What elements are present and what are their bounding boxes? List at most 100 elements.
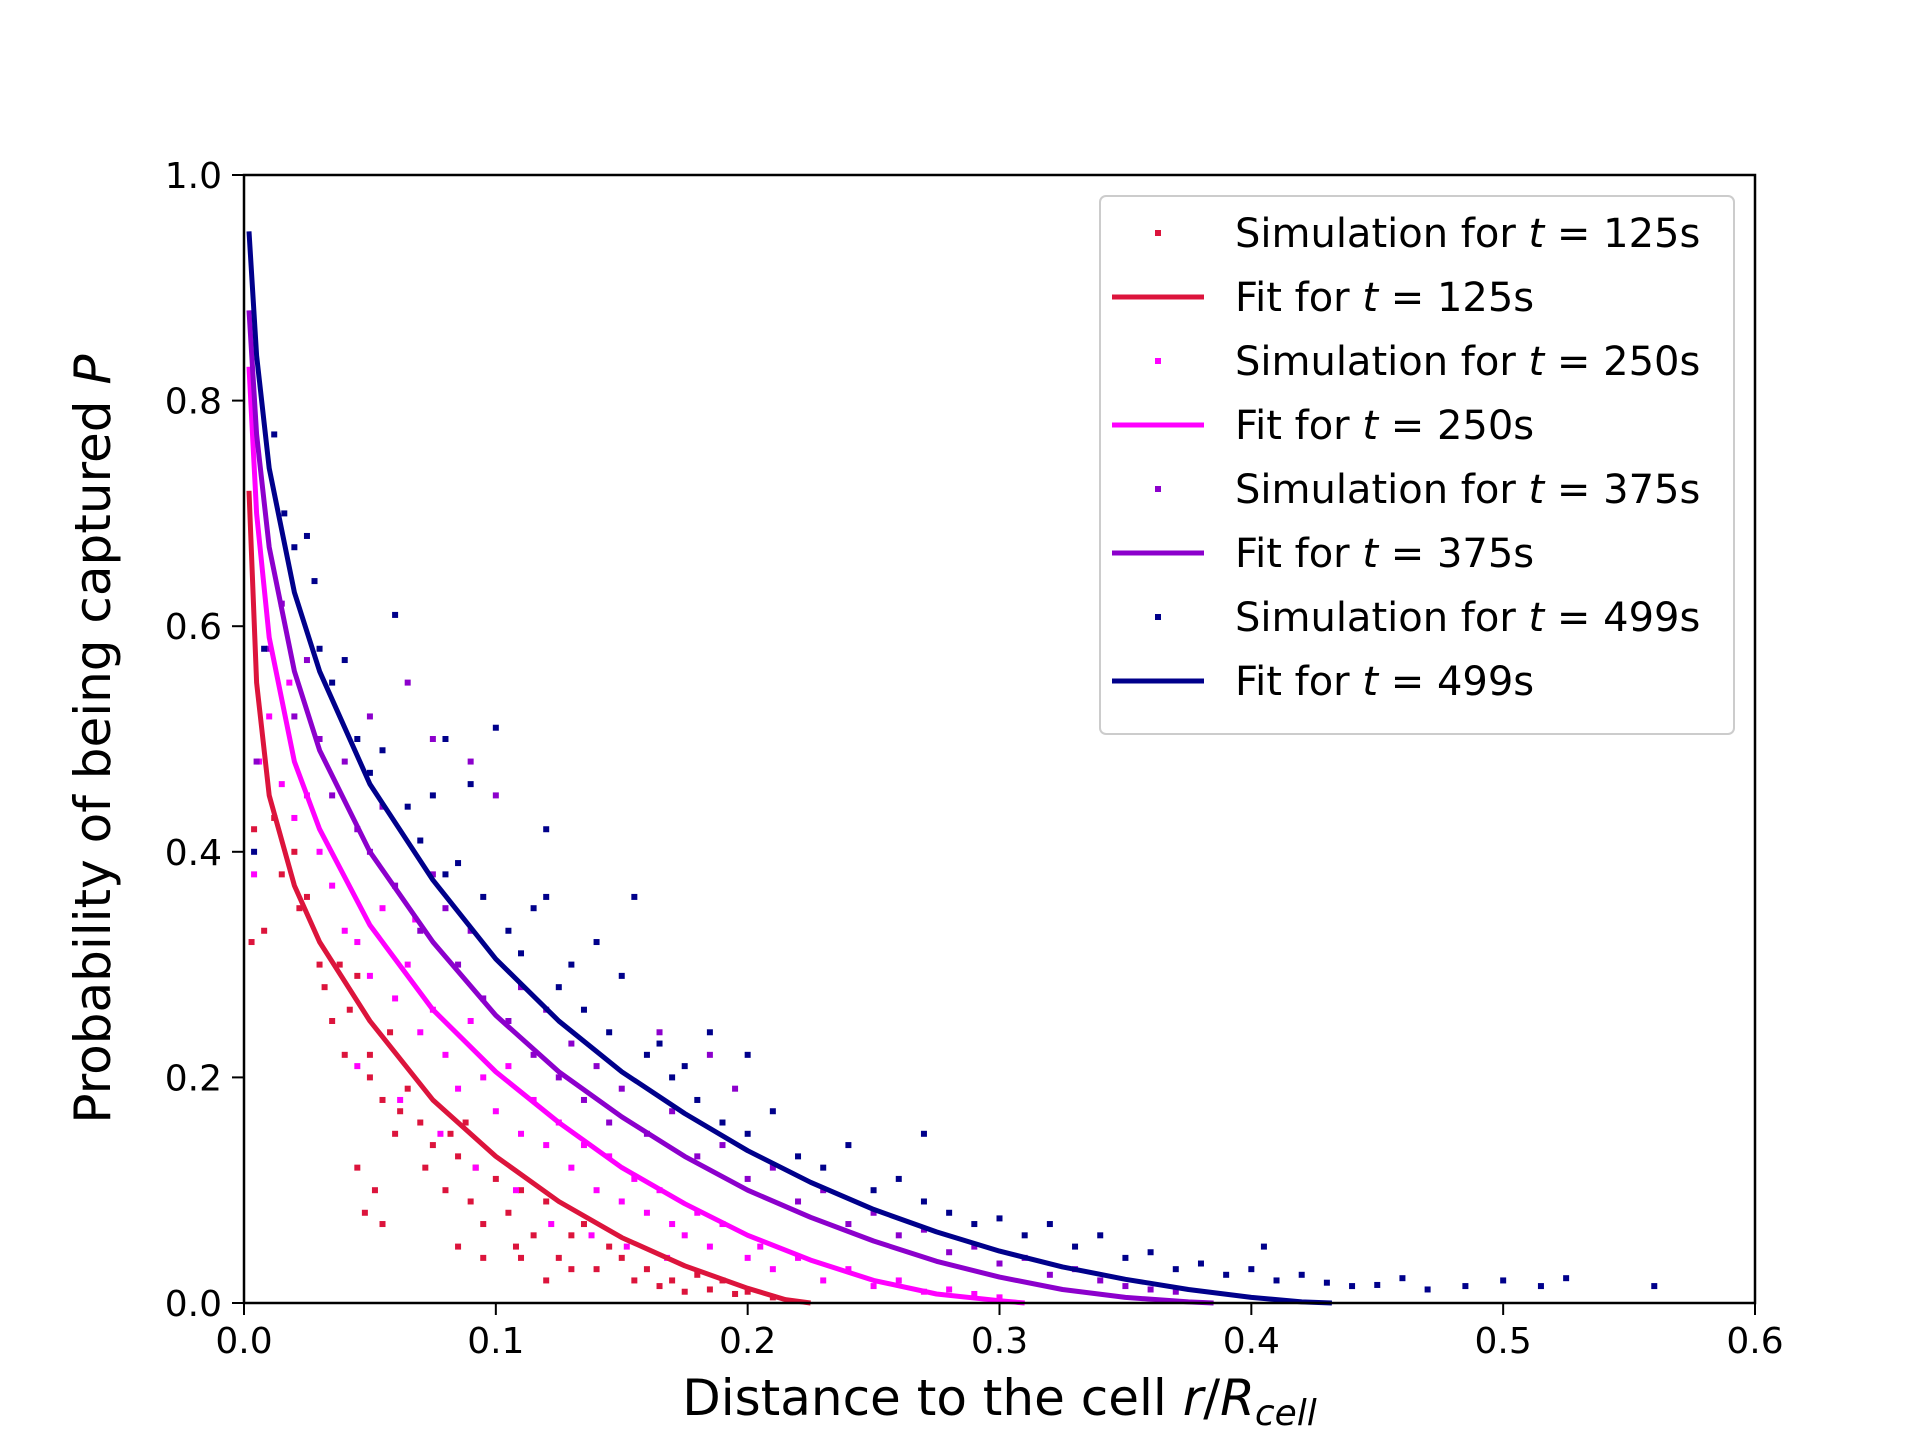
- data-point: [530, 1051, 537, 1058]
- x-axis-label-sep: /: [1203, 1369, 1220, 1427]
- data-point: [1323, 1279, 1330, 1286]
- data-point: [437, 1130, 444, 1137]
- data-point: [505, 927, 512, 934]
- data-point: [316, 848, 323, 855]
- data-point: [321, 984, 328, 991]
- legend-entry-fit-3: Fit for t = 499s: [1235, 659, 1534, 705]
- data-point: [404, 803, 411, 810]
- data-point: [480, 1074, 487, 1081]
- data-point: [329, 792, 336, 799]
- data-point: [505, 1209, 512, 1216]
- data-point: [480, 893, 487, 900]
- data-point: [606, 1029, 613, 1036]
- data-point: [769, 1266, 776, 1273]
- data-point: [568, 961, 575, 968]
- data-point: [512, 1187, 519, 1194]
- data-point: [568, 1232, 575, 1239]
- data-point: [286, 679, 293, 686]
- data-point: [1260, 1243, 1267, 1250]
- data-point: [366, 1074, 373, 1081]
- data-point: [643, 1266, 650, 1273]
- data-point: [329, 679, 336, 686]
- y-axis-label-var: P: [64, 354, 122, 385]
- data-point: [447, 1130, 454, 1137]
- data-point: [769, 1164, 776, 1171]
- data-point: [341, 758, 348, 765]
- data-point: [593, 1187, 600, 1194]
- data-point: [694, 1153, 701, 1160]
- data-point: [631, 893, 638, 900]
- data-point: [251, 871, 258, 878]
- data-point: [303, 532, 310, 539]
- data-point: [311, 578, 318, 585]
- legend-marker-sim-1: [1155, 358, 1161, 364]
- data-point: [392, 995, 399, 1002]
- data-point: [606, 1119, 613, 1126]
- data-point: [354, 736, 361, 742]
- data-point: [271, 431, 278, 438]
- data-point: [1147, 1286, 1154, 1293]
- data-point: [404, 679, 411, 686]
- data-point: [404, 1085, 411, 1092]
- data-point: [392, 1130, 399, 1137]
- data-point: [278, 781, 285, 788]
- legend-entry-var: t: [1362, 403, 1379, 449]
- data-point: [341, 927, 348, 934]
- data-point: [467, 781, 474, 788]
- legend-marker-sim-3: [1155, 614, 1161, 620]
- x-tick-label: 0.1: [467, 1321, 524, 1362]
- data-point: [870, 1283, 877, 1290]
- series-3: [251, 431, 1658, 1293]
- legend-entry-fit-0: Fit for t = 125s: [1235, 275, 1534, 321]
- data-point: [568, 1266, 575, 1273]
- data-point: [455, 1243, 462, 1250]
- x-tick-label: 0.5: [1475, 1321, 1532, 1362]
- data-point: [397, 1108, 404, 1115]
- data-point: [397, 1096, 404, 1103]
- data-point: [455, 860, 462, 867]
- data-point: [1273, 1277, 1280, 1284]
- data-point: [316, 645, 323, 652]
- data-point: [387, 1029, 394, 1036]
- data-point: [1349, 1283, 1356, 1290]
- data-point: [593, 1063, 600, 1070]
- legend-entry-var: t: [1362, 531, 1379, 577]
- data-point: [606, 1243, 613, 1250]
- data-point: [404, 961, 411, 968]
- data-point: [895, 1232, 902, 1239]
- data-point: [530, 905, 537, 912]
- data-point: [291, 814, 298, 821]
- data-point: [694, 1271, 701, 1278]
- data-point: [706, 1051, 713, 1058]
- data-point: [719, 1119, 726, 1126]
- data-point: [455, 961, 462, 968]
- data-point: [669, 1221, 676, 1228]
- data-point: [555, 1254, 562, 1261]
- data-point: [1298, 1271, 1305, 1278]
- y-tick-label: 0.4: [165, 833, 222, 874]
- legend-entry-text: Simulation for: [1235, 339, 1529, 385]
- data-point: [354, 972, 361, 979]
- data-point: [1046, 1271, 1053, 1278]
- data-point: [253, 758, 260, 765]
- data-point: [251, 848, 258, 855]
- data-point: [543, 1277, 550, 1284]
- data-point: [371, 1187, 378, 1194]
- data-point: [681, 1063, 688, 1070]
- data-point: [996, 1294, 1003, 1301]
- legend-entry-sim-1: Simulation for t = 250s: [1235, 339, 1700, 385]
- legend-entry-value: = 499s: [1544, 595, 1700, 641]
- data-point: [422, 1164, 429, 1171]
- data-point: [492, 792, 499, 799]
- data-point: [518, 1254, 525, 1261]
- legend-entry-var: t: [1362, 275, 1379, 321]
- data-point: [744, 1175, 751, 1182]
- legend-entry-value: = 125s: [1544, 211, 1700, 257]
- data-point: [820, 1277, 827, 1284]
- data-point: [480, 1221, 487, 1228]
- data-point: [442, 736, 449, 742]
- data-point: [281, 510, 288, 517]
- data-point: [354, 1063, 361, 1070]
- data-point: [580, 1096, 587, 1103]
- legend-entry-var: t: [1529, 339, 1546, 385]
